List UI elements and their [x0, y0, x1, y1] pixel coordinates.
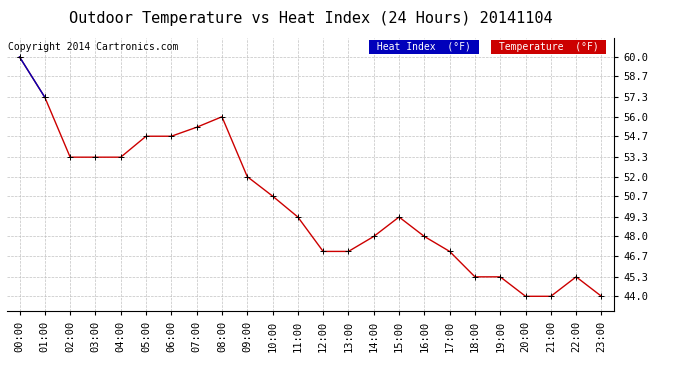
Text: Heat Index  (°F): Heat Index (°F): [371, 42, 477, 52]
Text: Temperature  (°F): Temperature (°F): [493, 42, 604, 52]
Text: Copyright 2014 Cartronics.com: Copyright 2014 Cartronics.com: [8, 42, 179, 52]
Text: Outdoor Temperature vs Heat Index (24 Hours) 20141104: Outdoor Temperature vs Heat Index (24 Ho…: [69, 11, 552, 26]
